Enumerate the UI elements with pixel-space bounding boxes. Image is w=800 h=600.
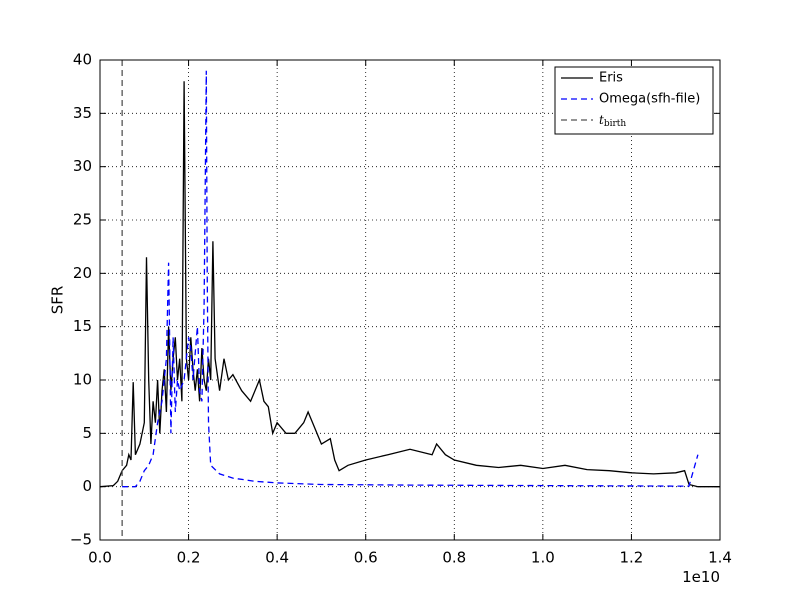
y-tick-label: −5 xyxy=(70,531,92,549)
plot-frame xyxy=(99,59,721,541)
x-tick-label: 0.0 xyxy=(88,549,112,567)
x-tick-label: 0.6 xyxy=(354,549,378,567)
x-tick-label: 0.2 xyxy=(177,549,201,567)
legend-label: tbirth xyxy=(599,113,626,129)
legend-label-main: t xyxy=(599,113,604,127)
x-tick-label: 0.8 xyxy=(442,549,466,567)
x-tick-label: 1.2 xyxy=(619,549,643,567)
legend-label-sub: birth xyxy=(604,119,627,129)
legend-label: Eris xyxy=(599,71,623,86)
y-tick-label: 35 xyxy=(73,104,92,122)
y-tick-label: 40 xyxy=(73,51,92,69)
x-offset-label: 1e10 xyxy=(682,568,720,586)
x-tick-label: 0.4 xyxy=(265,549,289,567)
y-axis-label: SFR xyxy=(49,286,67,315)
y-tick-label: 20 xyxy=(73,264,92,282)
x-tick-label: 1.0 xyxy=(531,549,555,567)
x-tick-label: 1.4 xyxy=(708,549,732,567)
y-tick-label: 0 xyxy=(82,477,92,495)
y-tick-label: 15 xyxy=(73,317,92,335)
legend-label: Omega(sfh-file) xyxy=(599,92,700,107)
y-tick-label: 25 xyxy=(73,211,92,229)
series-line xyxy=(99,81,720,488)
y-tick-label: 10 xyxy=(73,371,92,389)
y-tick-label: 5 xyxy=(82,424,92,442)
series-line xyxy=(122,70,699,488)
y-tick-label: 30 xyxy=(73,157,92,175)
